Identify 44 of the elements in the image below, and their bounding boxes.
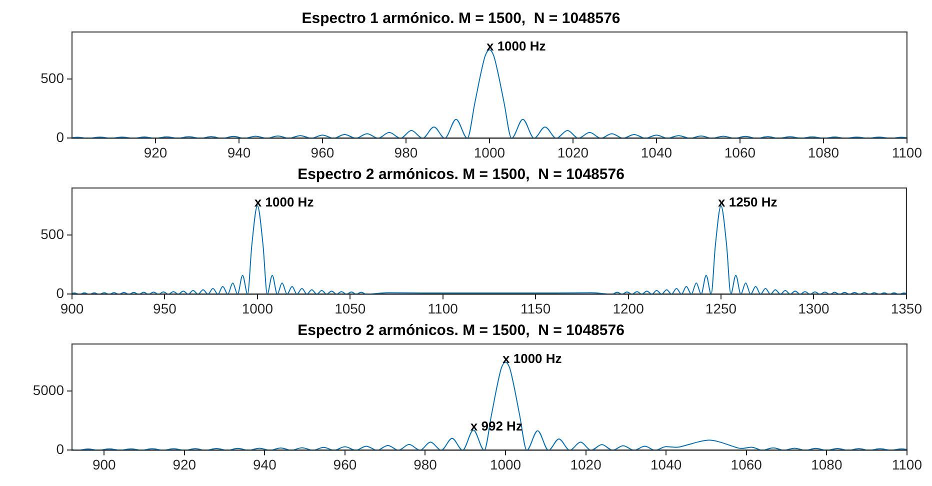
x-tick-label: 960 [310,144,334,160]
y-tick-label: 500 [40,70,64,86]
x-tick-label: 1250 [705,300,737,316]
y-tick-label: 500 [40,226,64,242]
annotation: x 1000 Hz [254,194,314,210]
y-tick-label: 5000 [32,382,64,398]
x-tick-label: 1150 [520,300,551,316]
x-tick-label: 920 [172,456,196,472]
x-tick-label: 980 [414,456,438,472]
x-tick-label: 1050 [334,300,366,316]
x-tick-label: 940 [227,144,251,160]
x-tick-label: 1040 [640,144,672,160]
x-tick-label: 1100 [892,144,922,160]
x-tick-label: 1100 [428,300,458,316]
x-tick-label: 900 [92,456,116,472]
x-tick-label: 1020 [570,456,602,472]
x-tick-label: 1000 [490,456,522,472]
x-tick-label: 1060 [724,144,756,160]
chart-title: Espectro 1 armónico. M = 1500, N = 1048576 [302,10,620,28]
x-tick-label: 920 [144,144,168,160]
x-tick-label: 1020 [557,144,589,160]
x-tick-label: 940 [253,456,277,472]
x-tick-label: 1040 [650,456,682,472]
x-tick-label: 1100 [892,456,922,472]
chart-title: Espectro 2 armónicos. M = 1500, N = 1048576 [298,166,624,184]
x-tick-label: 950 [153,300,177,316]
annotation: x 1250 Hz [718,194,778,210]
x-tick-label: 900 [60,300,84,316]
x-tick-label: 980 [394,144,418,160]
x-tick-label: 1000 [242,300,274,316]
x-tick-label: 1080 [811,456,842,472]
annotation: x 1000 Hz [502,350,562,366]
x-tick-label: 1060 [730,456,762,472]
x-tick-label: 1000 [474,144,506,160]
chart-title: Espectro 2 armónicos. M = 1500, N = 1048576 [298,322,624,340]
y-tick-label: 0 [56,441,64,458]
x-tick-label: 1200 [612,300,644,316]
x-tick-label: 1080 [808,144,840,160]
annotation: x 1000 Hz [486,38,546,54]
y-tick-label: 0 [56,285,64,302]
x-tick-label: 960 [333,456,357,472]
x-tick-label: 1300 [798,300,830,316]
y-tick-label: 0 [56,129,64,146]
x-tick-label: 1350 [890,300,922,316]
